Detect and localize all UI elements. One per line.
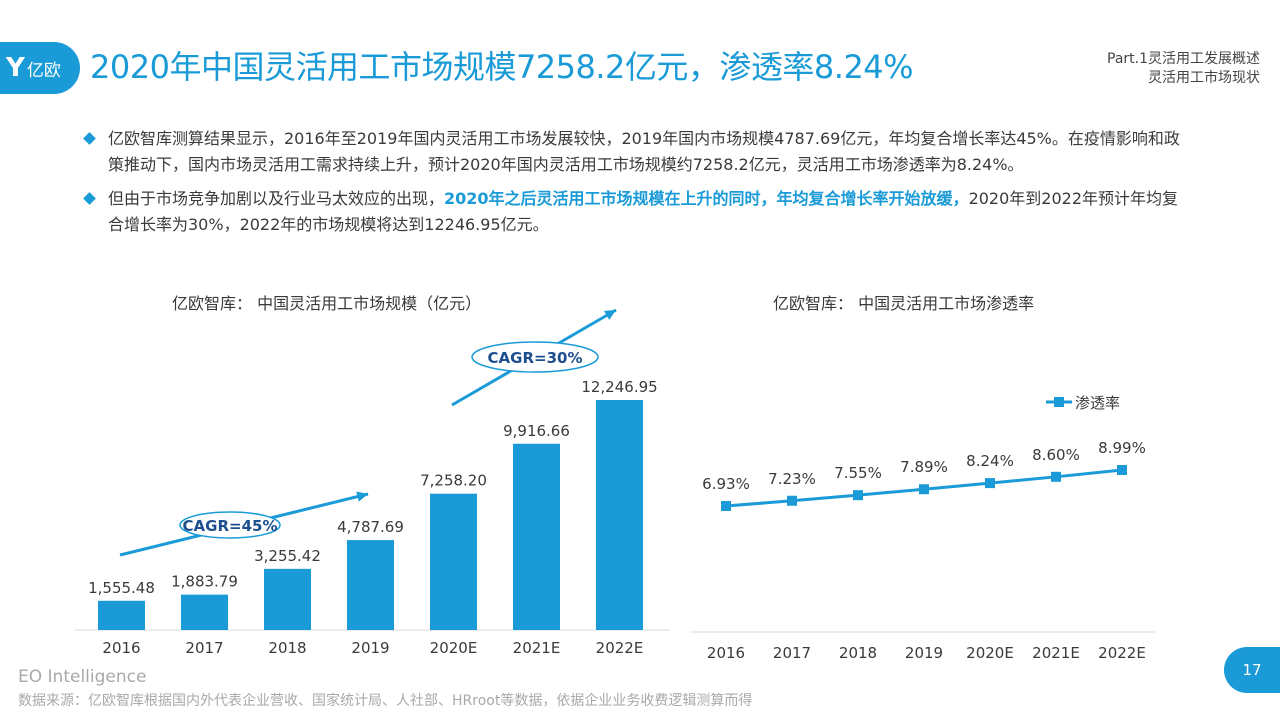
x-tick-label: 2018	[268, 639, 306, 657]
cagr-label: CAGR=30%	[488, 349, 583, 367]
x-tick-label: 2016	[707, 644, 745, 662]
x-tick-label: 2017	[773, 644, 811, 662]
bar-value-label: 1,555.48	[88, 579, 155, 597]
footer-brand: EO Intelligence	[18, 667, 147, 687]
page-title: 2020年中国灵活用工市场规模7258.2亿元，渗透率8.24%	[90, 48, 914, 86]
bullet-text-2a: 但由于市场竞争加剧以及行业马太效应的出现，	[108, 189, 445, 208]
bar-chart: 1,555.48 2016 1,883.79 2017 3,255.42 2018 4,78…	[75, 308, 670, 657]
bar	[181, 594, 228, 630]
bullet-item: 但由于市场竞争加剧以及行业马太效应的出现，2020年之后灵活用工市场规模在上升的…	[80, 186, 1190, 238]
line-chart-title: 亿欧智库： 中国灵活用工市场渗透率	[773, 294, 1035, 313]
legend-marker-icon	[1054, 397, 1064, 407]
logo-mark-icon: Y	[6, 53, 25, 83]
cagr-ellipse	[471, 341, 599, 373]
cagr-label: CAGR=45%	[183, 517, 278, 535]
line-point	[1117, 465, 1127, 475]
x-tick-label: 2018	[839, 644, 877, 662]
logo: Y 亿欧	[0, 42, 80, 94]
point-value-label: 8.60%	[1032, 446, 1080, 464]
point-value-label: 7.55%	[834, 464, 882, 482]
legend-label: 渗透率	[1075, 394, 1120, 412]
line-chart: 6.93% 2016 7.23% 2017 7.55% 2018 7.89% 2019 8.24…	[690, 394, 1155, 662]
bar-chart-title: 亿欧智库： 中国灵活用工市场规模（亿元）	[172, 294, 482, 313]
bar	[264, 568, 311, 630]
bar	[430, 493, 477, 630]
diamond-bullet-icon	[83, 192, 96, 205]
bar	[347, 540, 394, 630]
bullet-item: 亿欧智库测算结果显示，2016年至2019年国内灵活用工市场发展较快，2019年…	[80, 126, 1190, 178]
point-value-label: 8.99%	[1098, 439, 1146, 457]
x-tick-label: 2021E	[1032, 644, 1080, 662]
x-tick-label: 2020E	[430, 639, 478, 657]
point-value-label: 7.89%	[900, 458, 948, 476]
page-number: 17	[1224, 647, 1280, 693]
x-tick-label: 2019	[351, 639, 389, 657]
x-tick-label: 2020E	[966, 644, 1014, 662]
cagr-arrowhead-icon	[604, 310, 616, 320]
x-tick-label: 2019	[905, 644, 943, 662]
line-point	[919, 484, 929, 495]
cagr-arrowhead-icon	[356, 491, 368, 502]
x-tick-label: 2021E	[513, 639, 561, 657]
point-value-label: 8.24%	[966, 452, 1014, 470]
bar-value-label: 7,258.20	[420, 472, 487, 490]
x-tick-label: 2016	[102, 639, 140, 657]
bar-value-label: 3,255.42	[254, 547, 321, 565]
x-tick-label: 2022E	[1098, 644, 1146, 662]
bar	[98, 600, 145, 630]
bullet-text-1: 亿欧智库测算结果显示，2016年至2019年国内灵活用工市场发展较快，2019年…	[108, 129, 1180, 174]
point-value-label: 7.23%	[768, 470, 816, 488]
line-point	[721, 501, 731, 511]
line-point	[985, 478, 995, 489]
x-tick-label: 2017	[185, 639, 223, 657]
cagr-ellipse	[179, 511, 281, 539]
diamond-bullet-icon	[83, 132, 96, 145]
section-label-line1: Part.1灵活用工发展概述	[1107, 51, 1260, 67]
line-point	[787, 495, 797, 506]
bullet-text-2b: 2020年到2022年预计年均复合增长率为30%，2022年的市场规模将达到12…	[108, 189, 1179, 234]
x-tick-label: 2022E	[596, 639, 644, 657]
bar	[596, 400, 643, 630]
bar	[513, 443, 560, 630]
section-label-line2: 灵活用工市场现状	[1148, 70, 1260, 86]
bar-value-label: 9,916.66	[503, 422, 570, 440]
bullet-list: 亿欧智库测算结果显示，2016年至2019年国内灵活用工市场发展较快，2019年…	[80, 126, 1190, 246]
section-label: Part.1灵活用工发展概述 灵活用工市场现状	[1107, 50, 1260, 88]
bar-value-label: 4,787.69	[337, 518, 404, 536]
bar-value-label: 12,246.95	[581, 378, 657, 396]
bullet-highlight: 2020年之后灵活用工市场规模在上升的同时，年均复合增长率开始放缓，	[444, 189, 969, 208]
footer-source: 数据来源：亿欧智库根据国内外代表企业营收、国家统计局、人社部、HRroot等数据…	[18, 693, 753, 709]
point-value-label: 6.93%	[702, 475, 750, 493]
line-point	[1051, 471, 1061, 482]
bar-value-label: 1,883.79	[171, 573, 238, 591]
logo-text: 亿欧	[26, 60, 61, 81]
line-point	[853, 490, 863, 501]
